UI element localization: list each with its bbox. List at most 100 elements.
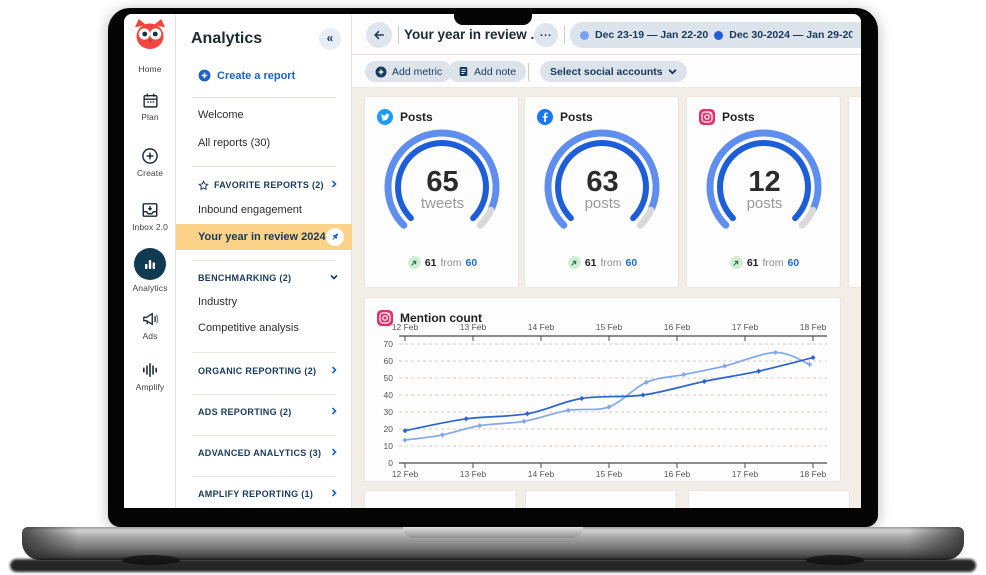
- nav-item-ads[interactable]: Ads: [124, 310, 176, 341]
- svg-text:16 Feb: 16 Feb: [664, 322, 691, 332]
- mention-count-line-chart[interactable]: 0 10 20 30 40 50 60 70 12 Feb 12 Feb 13 Feb 13 Feb 1…: [365, 298, 842, 483]
- plus-circle-icon: [198, 69, 211, 82]
- gauge-card-linkedin: [848, 96, 861, 288]
- sidebar-item-inbound-engagement[interactable]: Inbound engagement: [176, 201, 352, 219]
- svg-text:14 Feb: 14 Feb: [528, 469, 555, 479]
- hootsuite-logo[interactable]: [124, 18, 176, 50]
- svg-text:14 Feb: 14 Feb: [528, 322, 555, 332]
- previous-value-link[interactable]: 60: [787, 256, 800, 269]
- svg-text:13 Feb: 13 Feb: [460, 322, 487, 332]
- gauge-card-head: Posts: [377, 109, 433, 125]
- analytics-icon: [134, 248, 166, 280]
- nav-item-analytics[interactable]: Analytics: [124, 248, 176, 293]
- sidebar-item-industry[interactable]: Industry: [176, 293, 352, 311]
- divider: [564, 26, 565, 44]
- svg-text:10: 10: [384, 441, 394, 451]
- svg-text:17 Feb: 17 Feb: [732, 322, 759, 332]
- range-dot-previous: [580, 30, 589, 40]
- mention-count-card: Mention count 0 10 20 30 40 50 60 70 12 Feb 12 Fe…: [364, 297, 841, 482]
- sidebar-item-label: Your year in review 2024: [198, 231, 326, 243]
- previous-value-link[interactable]: 60: [465, 256, 478, 269]
- sidebar-section-amplify-reporting[interactable]: AMPLIFY REPORTING (1): [176, 485, 352, 503]
- svg-text:40: 40: [384, 390, 394, 400]
- date-range-current: Dec 30-2024 — Jan 29-20: [729, 29, 855, 41]
- camera-notch: [454, 8, 532, 25]
- sidebar-section-organic-reporting[interactable]: ORGANIC REPORTING (2): [176, 362, 352, 380]
- gauge-value: 65: [426, 166, 459, 198]
- svg-text:15 Feb: 15 Feb: [596, 322, 623, 332]
- range-dot-current: [714, 30, 724, 40]
- svg-text:50: 50: [384, 373, 394, 383]
- sidebar-item-label: Inbound engagement: [198, 204, 302, 216]
- gauge-card-head: Posts: [537, 109, 593, 125]
- divider: [192, 352, 336, 353]
- previous-value-link[interactable]: 60: [625, 256, 638, 269]
- gauge-unit: posts: [746, 195, 783, 212]
- analytics-sidebar: Analytics « Create a report Welcome All …: [176, 14, 352, 508]
- sidebar-section-advanced-analytics[interactable]: ADVANCED ANALYTICS (3): [176, 444, 352, 462]
- date-range-selector-partial[interactable]: [852, 22, 861, 48]
- gauge-card-title: Posts: [560, 110, 593, 124]
- delta-joiner: from: [600, 256, 622, 269]
- gauge: 65 tweets: [377, 127, 508, 239]
- panel-title: Analytics: [191, 30, 263, 47]
- signal-bars-icon: [143, 363, 157, 377]
- add-note-button[interactable]: Add note: [448, 61, 527, 82]
- facebook-icon: [537, 109, 553, 125]
- select-social-accounts-button[interactable]: Select social accounts: [540, 61, 687, 82]
- nav-item-inbox[interactable]: Inbox 2.0: [124, 201, 176, 232]
- sidebar-item-all-reports[interactable]: All reports (30): [176, 134, 352, 152]
- owl-logo-icon: [135, 19, 165, 49]
- section-label: AMPLIFY REPORTING (1): [198, 489, 314, 499]
- back-button[interactable]: [366, 22, 392, 48]
- divider: [192, 260, 336, 261]
- svg-text:18 Feb: 18 Feb: [800, 469, 827, 479]
- section-label: ADS REPORTING (2): [198, 407, 292, 417]
- pushpin-icon: [332, 233, 339, 240]
- report-toolbar: Add metric Add note Select social a: [352, 55, 861, 88]
- twitter-icon: [377, 109, 393, 125]
- delta-current: 61: [584, 256, 597, 269]
- sidebar-item-year-review-active[interactable]: Your year in review 2024: [176, 224, 352, 250]
- more-options-button[interactable]: ...: [534, 23, 558, 47]
- svg-text:12 Feb: 12 Feb: [392, 322, 419, 332]
- nav-item-plan[interactable]: Plan: [124, 92, 176, 122]
- sidebar-item-label: Competitive analysis: [198, 322, 299, 334]
- nav-label: Plan: [141, 112, 159, 122]
- sidebar-section-ads-reporting[interactable]: ADS REPORTING (2): [176, 403, 352, 421]
- laptop-screen: Home Plan Create: [108, 8, 878, 527]
- add-note-label: Add note: [474, 65, 517, 78]
- gauge-card-twitter: Posts 65 tweets 61 from 60: [364, 96, 519, 288]
- add-metric-button[interactable]: Add metric: [365, 61, 453, 82]
- nav-label: Analytics: [132, 283, 168, 293]
- sidebar-item-competitive-analysis[interactable]: Competitive analysis: [176, 319, 352, 337]
- gauge-unit: posts: [584, 195, 621, 212]
- sidebar-item-welcome[interactable]: Welcome: [176, 106, 352, 124]
- divider: [192, 394, 336, 395]
- gauge-card-instagram: Posts 12 posts 61 from 60: [686, 96, 841, 288]
- chevron-right-icon: [330, 489, 338, 499]
- collapse-sidebar-button[interactable]: «: [319, 28, 341, 50]
- date-range-previous: Dec 23-19 — Jan 22-20: [595, 29, 709, 41]
- delta-current: 61: [424, 256, 437, 269]
- sidebar-section-favorite-reports[interactable]: FAVORITE REPORTS (2): [176, 176, 352, 194]
- divider: [192, 435, 336, 436]
- nav-label: Inbox 2.0: [132, 222, 168, 232]
- gauge-card-title: Posts: [400, 110, 433, 124]
- sidebar-item-label: All reports (30): [198, 137, 271, 149]
- nav-item-amplify[interactable]: Amplify: [124, 361, 176, 392]
- create-report-button[interactable]: Create a report: [176, 69, 352, 82]
- megaphone-icon: [143, 312, 159, 326]
- gauge: 12 posts: [699, 127, 830, 239]
- svg-text:12 Feb: 12 Feb: [392, 469, 419, 479]
- nav-item-home[interactable]: Home: [124, 64, 176, 74]
- report-content: Posts 65 tweets 61 from 60 Posts: [352, 88, 861, 508]
- svg-text:20: 20: [384, 424, 394, 434]
- trend-up-icon: [407, 256, 421, 269]
- date-range-selector[interactable]: Dec 23-19 — Jan 22-20 Dec 30-2024 — Jan …: [570, 22, 861, 48]
- nav-item-create[interactable]: Create: [124, 147, 176, 178]
- sidebar-section-benchmarking[interactable]: BENCHMARKING (2): [176, 269, 352, 287]
- instagram-icon: [377, 310, 393, 326]
- card-partial: [688, 490, 850, 508]
- pin-button[interactable]: [326, 228, 344, 246]
